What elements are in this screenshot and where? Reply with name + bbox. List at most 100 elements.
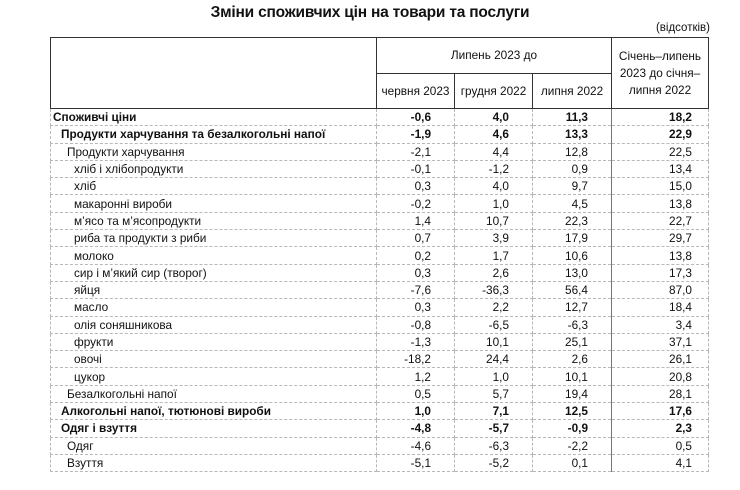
table-row: овочі -18,2 24,4 2,6 26,1: [50, 350, 709, 369]
row-value-july-2022: 25,1: [532, 333, 612, 352]
row-label: фрукти: [50, 333, 377, 352]
table-row: Продукти харчування -2,1 4,4 12,8 22,5: [50, 143, 709, 161]
page-title: Зміни споживчих цін на товари та послуги: [210, 4, 530, 21]
row-label: Споживчі ціни: [50, 108, 377, 127]
cpi-table: Липень 2023 до Січень–липень 2023 до січ…: [50, 37, 709, 473]
row-value-june-2023: -0,2: [376, 194, 455, 213]
row-value-dec-2022: 1,0: [454, 367, 533, 386]
row-value-ytd: 17,6: [611, 402, 709, 421]
row-label: Одяг: [50, 437, 377, 455]
row-value-ytd: 29,7: [611, 229, 709, 248]
row-value-june-2023: -4,8: [376, 419, 455, 438]
row-value-dec-2022: 1,7: [454, 246, 533, 265]
row-value-june-2023: 0,3: [376, 298, 455, 317]
header-group-july-2023: Липень 2023 до: [376, 37, 612, 74]
row-label: масло: [50, 298, 377, 317]
row-value-dec-2022: 4,4: [454, 143, 533, 161]
row-value-dec-2022: 4,0: [454, 108, 533, 127]
row-value-ytd: 87,0: [611, 281, 709, 300]
table-row: хліб 0,3 4,0 9,7 15,0: [50, 177, 709, 196]
row-value-july-2022: 13,3: [532, 125, 612, 144]
row-value-ytd: 0,5: [611, 437, 709, 455]
table-row: масло 0,3 2,2 12,7 18,4: [50, 298, 709, 317]
table-row: сир і м’який сир (творог) 0,3 2,6 13,0 17,3: [50, 264, 709, 282]
row-value-july-2022: 19,4: [532, 385, 612, 404]
row-label: яйця: [50, 281, 377, 300]
row-value-july-2022: 9,7: [532, 177, 612, 196]
row-value-ytd: 3,4: [611, 316, 709, 334]
row-value-july-2022: 12,5: [532, 402, 612, 421]
row-label: Одяг і взуття: [50, 419, 377, 438]
header-ytd: Січень–липень 2023 до січня–липня 2022: [611, 37, 709, 109]
row-value-ytd: 22,7: [611, 212, 709, 231]
row-value-june-2023: 0,3: [376, 177, 455, 196]
row-value-dec-2022: 4,6: [454, 125, 533, 144]
row-value-ytd: 13,8: [611, 246, 709, 265]
row-value-july-2022: 22,3: [532, 212, 612, 231]
row-value-dec-2022: 7,1: [454, 402, 533, 421]
table-row: яйця -7,6 -36,3 56,4 87,0: [50, 281, 709, 300]
row-value-june-2023: 1,0: [376, 402, 455, 421]
row-label: Безалкогольні напої: [50, 385, 377, 404]
row-value-june-2023: 1,4: [376, 212, 455, 231]
row-value-ytd: 4,1: [611, 454, 709, 473]
header-col-dec-2022: грудня 2022: [454, 73, 533, 109]
row-label: Продукти харчування: [50, 143, 377, 161]
row-value-july-2022: 0,9: [532, 160, 612, 179]
row-value-ytd: 18,2: [611, 108, 709, 127]
row-value-june-2023: -5,1: [376, 454, 455, 473]
table-row: Безалкогольні напої 0,5 5,7 19,4 28,1: [50, 385, 709, 404]
row-value-dec-2022: -6,3: [454, 437, 533, 455]
row-label: овочі: [50, 350, 377, 369]
row-label: макаронні вироби: [50, 194, 377, 213]
row-value-june-2023: -0,1: [376, 160, 455, 179]
table-row: м’ясо та м’ясопродукти 1,4 10,7 22,3 22,7: [50, 212, 709, 231]
row-value-june-2023: -2,1: [376, 143, 455, 161]
table-row: Продукти харчування та безалкогольні нап…: [50, 125, 709, 144]
row-label: Взуття: [50, 454, 377, 473]
row-label: цукор: [50, 367, 377, 386]
row-value-june-2023: 0,2: [376, 246, 455, 265]
row-value-ytd: 13,8: [611, 194, 709, 213]
table-row: Споживчі ціни -0,6 4,0 11,3 18,2: [50, 108, 709, 127]
row-value-dec-2022: -5,2: [454, 454, 533, 473]
row-value-dec-2022: -6,5: [454, 316, 533, 334]
row-value-july-2022: 2,6: [532, 350, 612, 369]
row-value-dec-2022: 5,7: [454, 385, 533, 404]
row-value-july-2022: 10,1: [532, 367, 612, 386]
row-value-dec-2022: 24,4: [454, 350, 533, 369]
table-row: макаронні вироби -0,2 1,0 4,5 13,8: [50, 194, 709, 213]
table-row: молоко 0,2 1,7 10,6 13,8: [50, 246, 709, 265]
row-value-june-2023: -1,9: [376, 125, 455, 144]
row-value-ytd: 17,3: [611, 264, 709, 282]
row-value-dec-2022: 2,6: [454, 264, 533, 282]
header-blank-cell: [50, 37, 377, 109]
row-value-july-2022: 56,4: [532, 281, 612, 300]
table-row: олія соняшникова -0,8 -6,5 -6,3 3,4: [50, 316, 709, 334]
row-value-june-2023: 1,2: [376, 367, 455, 386]
table-row: риба та продукти з риби 0,7 3,9 17,9 29,7: [50, 229, 709, 248]
row-value-ytd: 37,1: [611, 333, 709, 352]
row-value-july-2022: 11,3: [532, 108, 612, 127]
row-value-june-2023: -4,6: [376, 437, 455, 455]
row-label: Алкогольні напої, тютюнові вироби: [50, 402, 377, 421]
row-value-june-2023: 0,3: [376, 264, 455, 282]
row-value-june-2023: -1,3: [376, 333, 455, 352]
row-value-dec-2022: -36,3: [454, 281, 533, 300]
table-row: хліб і хлібопродукти -0,1 -1,2 0,9 13,4: [50, 160, 709, 179]
table-row: цукор 1,2 1,0 10,1 20,8: [50, 367, 709, 386]
row-value-dec-2022: 10,7: [454, 212, 533, 231]
row-label: хліб і хлібопродукти: [50, 160, 377, 179]
table-row: Взуття -5,1 -5,2 0,1 4,1: [50, 454, 709, 473]
row-label: сир і м’який сир (творог): [50, 264, 377, 282]
table-row: Одяг -4,6 -6,3 -2,2 0,5: [50, 437, 709, 455]
row-value-dec-2022: 2,2: [454, 298, 533, 317]
row-value-july-2022: 17,9: [532, 229, 612, 248]
row-value-dec-2022: 10,1: [454, 333, 533, 352]
row-value-ytd: 15,0: [611, 177, 709, 196]
row-label: молоко: [50, 246, 377, 265]
row-label: риба та продукти з риби: [50, 229, 377, 248]
row-value-july-2022: -0,9: [532, 419, 612, 438]
row-value-june-2023: 0,5: [376, 385, 455, 404]
row-label: хліб: [50, 177, 377, 196]
